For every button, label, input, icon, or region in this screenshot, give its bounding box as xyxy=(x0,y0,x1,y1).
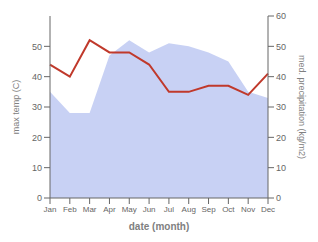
svg-text:60: 60 xyxy=(276,11,286,21)
svg-text:50: 50 xyxy=(32,42,42,52)
svg-text:30: 30 xyxy=(276,102,286,112)
svg-text:Jan: Jan xyxy=(44,205,57,214)
svg-text:Sep: Sep xyxy=(201,205,216,214)
svg-text:0: 0 xyxy=(276,193,281,203)
svg-text:20: 20 xyxy=(276,133,286,143)
svg-text:40: 40 xyxy=(32,72,42,82)
svg-text:Nov: Nov xyxy=(241,205,255,214)
svg-text:Oct: Oct xyxy=(222,205,235,214)
svg-text:50: 50 xyxy=(276,42,286,52)
svg-text:med. precipitation (kg/m2): med. precipitation (kg/m2) xyxy=(297,55,307,159)
svg-text:Jul: Jul xyxy=(164,205,174,214)
svg-text:40: 40 xyxy=(276,72,286,82)
svg-text:Apr: Apr xyxy=(103,205,116,214)
svg-text:date (month): date (month) xyxy=(129,221,190,232)
svg-text:Feb: Feb xyxy=(63,205,77,214)
svg-text:Mar: Mar xyxy=(83,205,97,214)
svg-text:Jun: Jun xyxy=(143,205,156,214)
svg-text:0: 0 xyxy=(37,193,42,203)
svg-text:Dec: Dec xyxy=(261,205,275,214)
svg-text:max temp (C): max temp (C) xyxy=(11,80,21,135)
svg-text:20: 20 xyxy=(32,133,42,143)
svg-text:May: May xyxy=(122,205,137,214)
svg-text:10: 10 xyxy=(276,163,286,173)
svg-text:30: 30 xyxy=(32,102,42,112)
svg-text:Aug: Aug xyxy=(182,205,196,214)
svg-text:10: 10 xyxy=(32,163,42,173)
